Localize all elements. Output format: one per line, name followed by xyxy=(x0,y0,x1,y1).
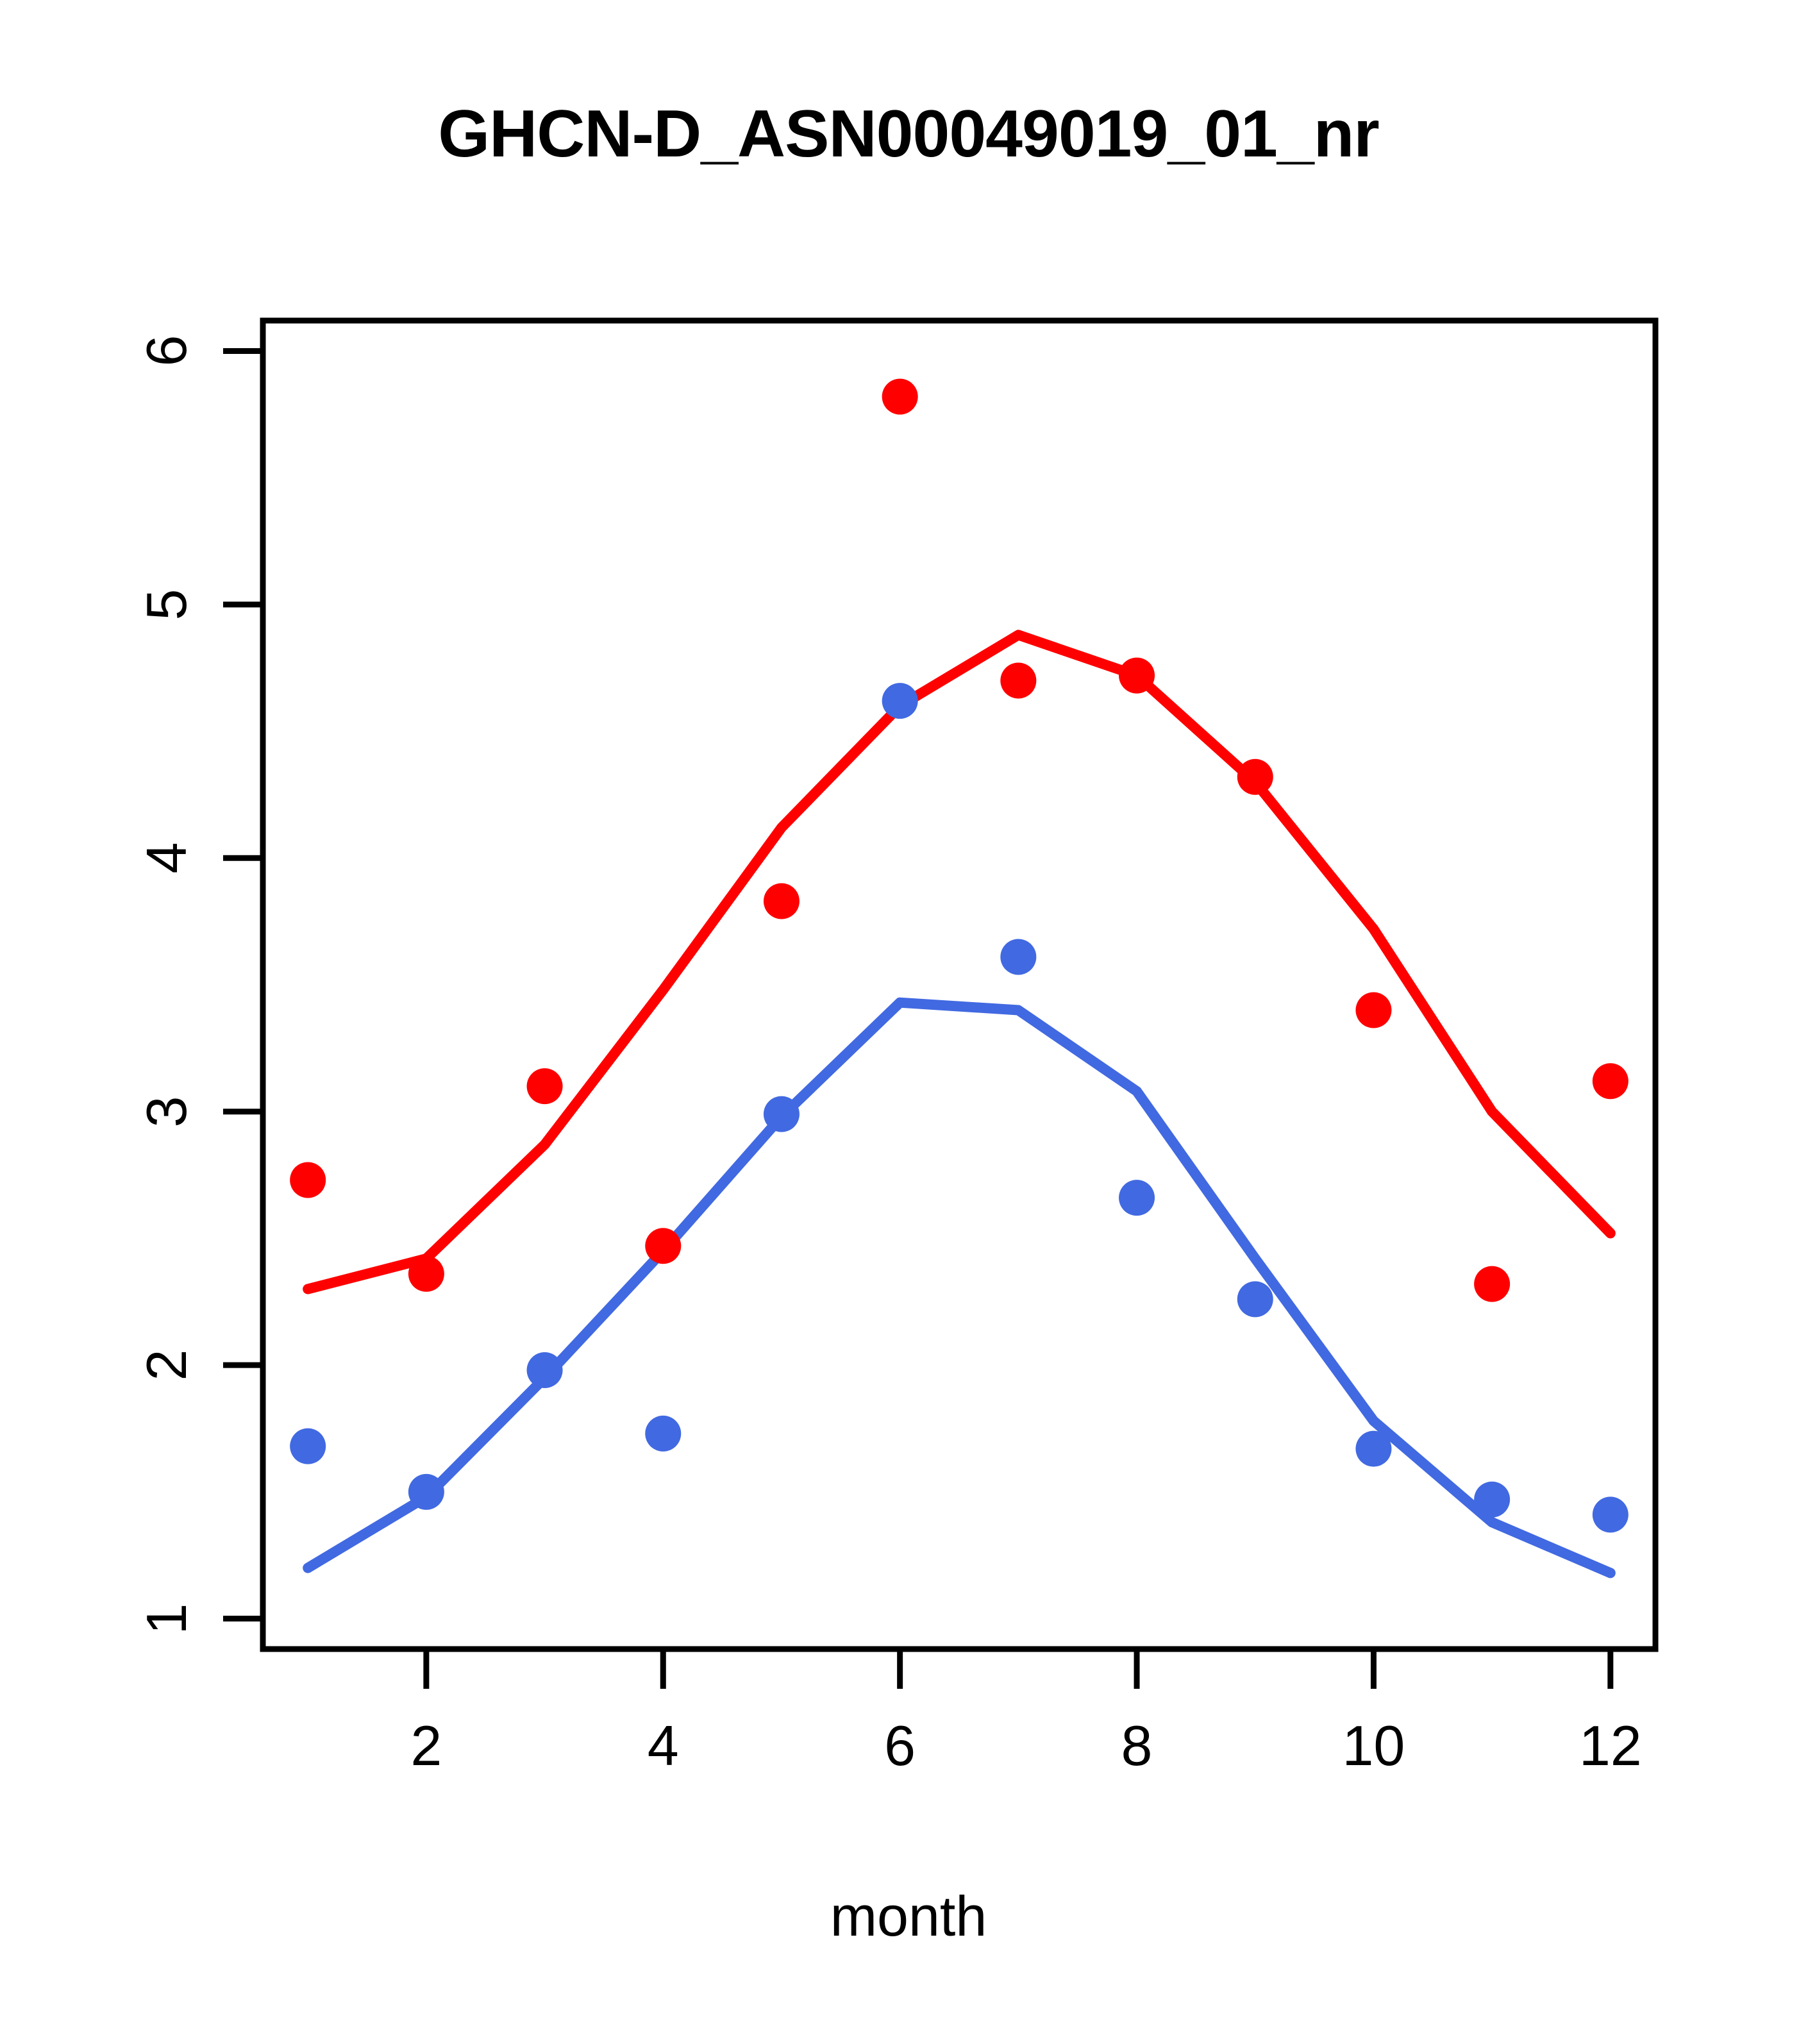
series-line-lower-smooth xyxy=(303,997,1616,1579)
data-point-lower-points xyxy=(290,1428,326,1464)
y-tick-label: 2 xyxy=(135,1349,198,1381)
data-point-lower-points xyxy=(526,1352,563,1389)
data-point-upper-points xyxy=(1119,657,1155,694)
data-point-lower-points xyxy=(1474,1481,1511,1518)
axis-group xyxy=(223,317,1659,1689)
data-point-upper-points xyxy=(882,378,918,415)
page-title: GHCN-D_ASN00049019_01_nr xyxy=(438,97,1379,171)
x-axis-title: month xyxy=(830,1884,987,1948)
data-point-upper-points xyxy=(290,1162,326,1198)
data-point-upper-points xyxy=(1355,992,1392,1028)
data-point-lower-points xyxy=(645,1415,682,1452)
data-point-lower-points xyxy=(1000,939,1037,975)
data-point-upper-points xyxy=(1592,1063,1629,1100)
y-tick-label: 1 xyxy=(135,1603,198,1635)
data-point-lower-points xyxy=(1592,1496,1629,1533)
data-point-lower-points xyxy=(763,1096,800,1132)
data-point-upper-points xyxy=(408,1255,444,1292)
data-point-lower-points xyxy=(882,683,918,719)
x-tick-label: 10 xyxy=(1342,1714,1405,1777)
x-tick-label: 4 xyxy=(647,1714,679,1777)
data-point-lower-points xyxy=(1237,1281,1273,1318)
data-point-upper-points xyxy=(763,883,800,919)
data-point-upper-points xyxy=(526,1068,563,1105)
data-point-lower-points xyxy=(1119,1180,1155,1216)
y-tick-label: 4 xyxy=(135,842,198,874)
y-tick-label: 5 xyxy=(135,589,198,621)
data-point-upper-points xyxy=(1237,758,1273,795)
y-tick-label: 6 xyxy=(135,335,198,367)
y-tick-label: 3 xyxy=(135,1096,198,1128)
x-tick-label: 6 xyxy=(884,1714,916,1777)
plot-frame xyxy=(260,317,1659,1652)
x-tick-label: 12 xyxy=(1578,1714,1642,1777)
data-point-lower-points xyxy=(1355,1430,1392,1467)
series-line-upper-smooth xyxy=(303,630,1616,1294)
x-tick-label: 8 xyxy=(1121,1714,1153,1777)
data-point-upper-points xyxy=(1000,662,1037,699)
series-group xyxy=(290,378,1629,1579)
data-point-lower-points xyxy=(408,1473,444,1510)
data-point-upper-points xyxy=(1474,1266,1511,1302)
data-point-upper-points xyxy=(645,1228,682,1264)
x-tick-label: 2 xyxy=(410,1714,442,1777)
